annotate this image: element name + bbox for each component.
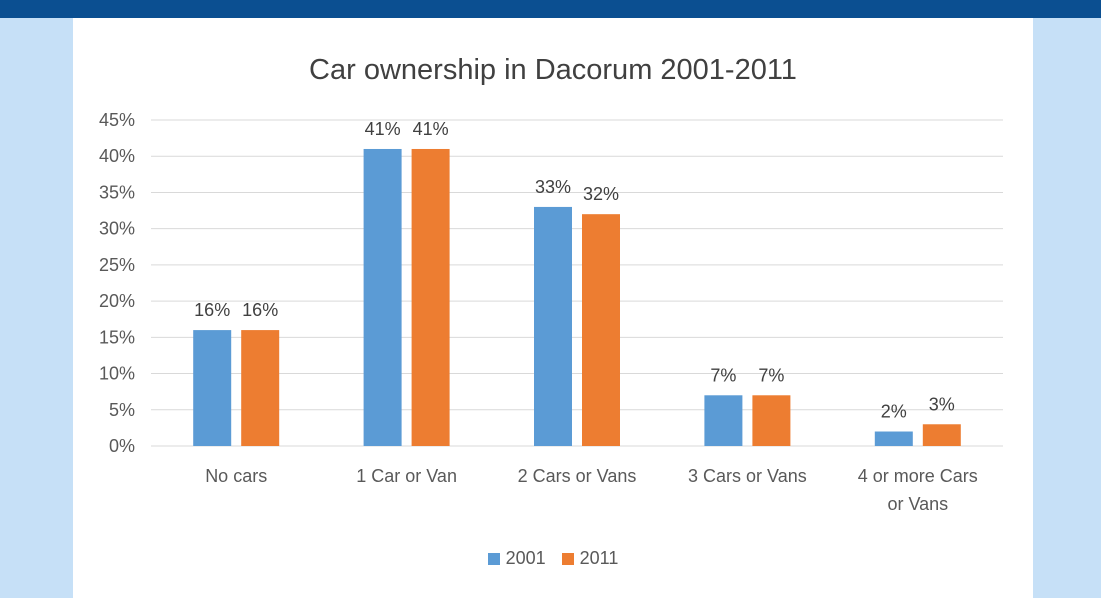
- chart-title: Car ownership in Dacorum 2001-2011: [309, 54, 797, 86]
- legend-item-2001: 2001: [487, 548, 546, 569]
- legend-item-2011: 2011: [561, 548, 619, 569]
- bar-2011: [752, 395, 791, 446]
- bar-2011: [241, 330, 280, 446]
- data-label-2011: 32%: [583, 184, 619, 204]
- legend-swatch-2001: [487, 552, 500, 565]
- data-label-2001: 16%: [194, 300, 230, 320]
- data-label-2011: 41%: [413, 119, 449, 139]
- y-tick-label: 5%: [109, 400, 135, 420]
- data-label-2001: 41%: [365, 119, 401, 139]
- bar-2001: [193, 330, 232, 446]
- y-tick-label: 45%: [99, 110, 135, 130]
- bar-2001: [704, 395, 743, 446]
- y-tick-label: 15%: [99, 327, 135, 347]
- data-label-2001: 2%: [881, 402, 907, 422]
- chart-panel: Car ownership in Dacorum 2001-2011 0% 5% 1…: [73, 18, 1033, 598]
- y-tick-label: 0%: [109, 436, 135, 456]
- header-bar: [0, 0, 1101, 18]
- legend-label-2011: 2011: [579, 548, 619, 568]
- data-label-2001: 7%: [710, 365, 736, 385]
- x-category-label: or Vans: [887, 494, 948, 514]
- data-label-2011: 7%: [758, 365, 784, 385]
- x-category-label: 3 Cars or Vans: [688, 466, 807, 486]
- bar-2001: [874, 431, 913, 446]
- data-label-2001: 33%: [535, 177, 571, 197]
- bar-2001: [363, 148, 402, 446]
- x-category-label: No cars: [205, 466, 267, 486]
- y-tick-label: 30%: [99, 219, 135, 239]
- data-label-2011: 3%: [929, 394, 955, 414]
- y-tick-label: 10%: [99, 364, 135, 384]
- data-label-2011: 16%: [242, 300, 278, 320]
- bar-2011: [922, 424, 961, 446]
- y-tick-label: 35%: [99, 182, 135, 202]
- legend-swatch-2011: [561, 552, 574, 565]
- x-category-label: 4 or more Cars: [858, 466, 978, 486]
- bar-2001: [534, 206, 572, 446]
- x-category-label: 1 Car or Van: [356, 466, 457, 486]
- bar-chart: 0% 5% 10% 15% 20% 25% 30% 35% 40% 45% 16% 16% No car…: [99, 110, 1003, 514]
- bar-2011: [582, 214, 620, 446]
- x-category-label: 2 Cars or Vans: [518, 466, 637, 486]
- y-tick-label: 25%: [99, 255, 135, 275]
- y-tick-label: 20%: [99, 291, 135, 311]
- legend-label-2001: 2001: [505, 548, 546, 568]
- y-tick-label: 40%: [99, 146, 135, 166]
- bar-2011: [411, 148, 450, 446]
- chart-legend: 2001 2011: [73, 548, 1033, 569]
